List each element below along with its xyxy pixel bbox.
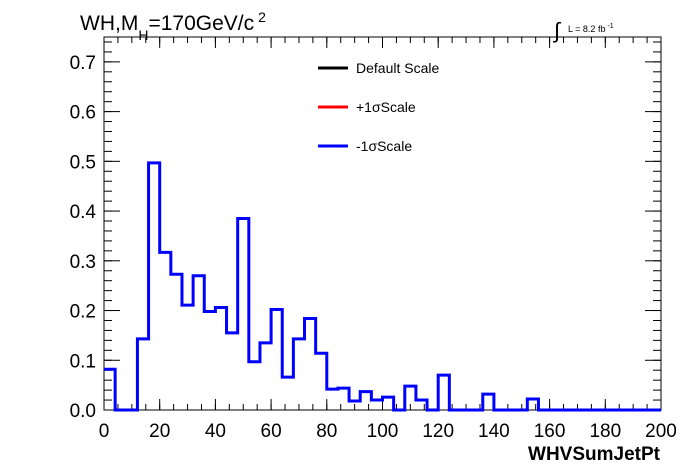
- y-tick-label: 0.0: [70, 401, 96, 422]
- luminosity-label: ∫ L = 8.2 fb -1: [552, 18, 614, 43]
- chart-title: WH,MH=170GeV/c 2: [80, 9, 266, 43]
- y-tick-label: 0.3: [70, 252, 96, 273]
- integral-symbol: ∫: [552, 18, 562, 43]
- x-axis-label: WHVSumJetPt: [528, 444, 661, 465]
- legend-label: Default Scale: [356, 60, 439, 76]
- x-tick-label: 120: [422, 421, 454, 442]
- x-tick-label: 20: [149, 421, 170, 442]
- x-axis: 0 20 40 60 80 100 120 140 160 180 200: [99, 37, 677, 442]
- x-tick-label: 140: [478, 421, 510, 442]
- series-layer: [104, 161, 661, 412]
- luminosity-text: L = 8.2 fb -1: [568, 23, 614, 34]
- y-tick-label: 0.2: [70, 302, 96, 323]
- x-tick-label: 80: [316, 421, 337, 442]
- y-tick-label: 0.1: [70, 351, 96, 372]
- x-tick-label: 180: [589, 421, 621, 442]
- y-tick-label: 0.5: [70, 152, 96, 173]
- legend-label: -1σScale: [356, 138, 412, 154]
- y-axis: 0.0 0.1 0.2 0.3 0.4 0.5 0.6 0.7: [70, 41, 661, 422]
- x-tick-label: 160: [534, 421, 566, 442]
- x-tick-label: 40: [205, 421, 226, 442]
- y-tick-label: 0.6: [70, 103, 96, 124]
- legend: Default Scale +1σScale -1σScale: [318, 60, 439, 154]
- y-tick-label: 0.4: [70, 202, 97, 223]
- x-tick-label: 60: [261, 421, 282, 442]
- y-tick-label: 0.7: [70, 53, 96, 74]
- series-line: [104, 161, 661, 412]
- legend-label: +1σScale: [356, 99, 416, 115]
- x-tick-label: 200: [645, 421, 677, 442]
- x-tick-label: 100: [367, 421, 399, 442]
- x-tick-label: 0: [99, 421, 110, 442]
